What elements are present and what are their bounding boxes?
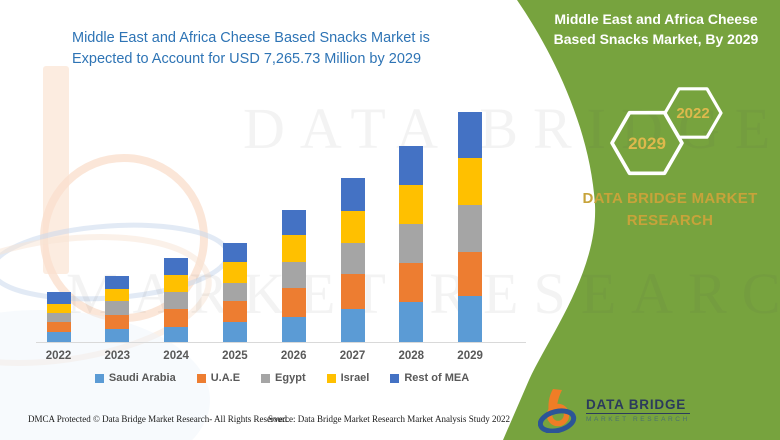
legend-swatch-icon [261, 373, 271, 383]
legend-item-rest-of-mea: Rest of MEA [390, 372, 469, 384]
hexagon-year-badges: 2022 2029 [610, 87, 723, 176]
bar-segment-saudi-arabia-2026 [281, 316, 306, 342]
bar-segment-israel-2029 [458, 158, 483, 206]
bar-segment-egypt-2027 [340, 242, 365, 275]
bar-segment-israel-2028 [399, 185, 424, 224]
bar-segment-rest-of-mea-2027 [340, 177, 365, 211]
company-logo-subtitle: MARKET RESEARCH [586, 416, 690, 423]
panel-title: Middle East and Africa Cheese Based Snac… [536, 9, 776, 49]
x-axis-label-2025: 2025 [222, 350, 248, 362]
bar-segment-egypt-2025 [222, 282, 247, 302]
footer-source: Source: Data Bridge Market Research Mark… [268, 414, 510, 424]
bar-segment-israel-2022 [46, 303, 71, 313]
bar-segment-rest-of-mea-2028 [399, 145, 424, 186]
bar-segment-rest-of-mea-2023 [105, 276, 130, 289]
bar-segment-rest-of-mea-2022 [46, 292, 71, 304]
bar-segment-rest-of-mea-2026 [281, 210, 306, 236]
bar-segment-egypt-2024 [164, 291, 189, 310]
bar-segment-u-a-e-2028 [399, 262, 424, 302]
logo-swoosh [538, 408, 577, 433]
bar-segment-saudi-arabia-2023 [105, 329, 130, 342]
panel-title-line2: Based Snacks Market, By 2029 [553, 31, 759, 47]
legend-swatch-icon [196, 373, 206, 383]
brand-wordmark-line1: DATA BRIDGE MARKET [582, 190, 758, 207]
footer-dmca: DMCA Protected © Data Bridge Market Rese… [28, 414, 290, 424]
legend-swatch-icon [326, 373, 336, 383]
chart-headline-line1: Middle East and Africa Cheese Based Snac… [72, 30, 430, 46]
x-axis-label-2026: 2026 [280, 350, 307, 362]
legend-item-egypt: Egypt [261, 372, 306, 384]
bar-segment-israel-2023 [105, 288, 130, 302]
chart-headline-line2: Expected to Account for USD 7,265.73 Mil… [72, 51, 422, 67]
bar-segment-saudi-arabia-2022 [46, 331, 71, 342]
panel-title-line1: Middle East and Africa Cheese [554, 11, 758, 27]
company-logo-title: DATA BRIDGE [586, 397, 690, 414]
legend-swatch-icon [94, 373, 104, 383]
bar-segment-u-a-e-2023 [105, 315, 130, 330]
bar-segment-saudi-arabia-2029 [458, 296, 483, 342]
legend-label: Saudi Arabia [108, 372, 176, 384]
bar-segment-u-a-e-2024 [164, 309, 189, 327]
bar-segment-egypt-2026 [281, 262, 306, 289]
x-axis-label-2027: 2027 [339, 350, 366, 362]
legend-item-u-a-e: U.A.E [196, 372, 241, 384]
legend-swatch-icon [390, 373, 400, 383]
bar-segment-saudi-arabia-2024 [164, 326, 189, 342]
x-axis-label-2022: 2022 [45, 350, 72, 362]
x-axis-label-2029: 2029 [457, 350, 483, 362]
bar-segment-u-a-e-2025 [222, 301, 247, 323]
company-logo-text: DATA BRIDGE MARKET RESEARCH [586, 397, 690, 423]
bar-segment-saudi-arabia-2025 [222, 322, 247, 342]
bar-segment-egypt-2028 [399, 223, 424, 263]
bar-segment-rest-of-mea-2029 [458, 112, 483, 159]
legend-item-israel: Israel [326, 372, 370, 384]
x-axis-label-2023: 2023 [104, 350, 131, 362]
x-axis-label-2028: 2028 [398, 350, 425, 362]
bar-segment-saudi-arabia-2027 [340, 308, 365, 342]
bar-segment-egypt-2029 [458, 205, 483, 253]
chart-legend: Saudi Arabia U.A.E Egypt Israel Rest of MEA [36, 372, 528, 384]
bar-segment-israel-2025 [222, 261, 247, 283]
company-logo-icon [538, 389, 577, 433]
bar-segment-u-a-e-2022 [46, 322, 71, 332]
legend-label: U.A.E [210, 372, 241, 384]
bar-segment-israel-2024 [164, 275, 189, 292]
company-logo: DATA BRIDGE MARKET RESEARCH [538, 387, 690, 433]
bar-segment-egypt-2023 [105, 301, 130, 316]
bar-segment-egypt-2022 [46, 312, 71, 323]
hexagon-2029-label: 2029 [628, 134, 666, 153]
legend-label: Rest of MEA [404, 372, 470, 384]
x-axis-line [36, 342, 526, 343]
legend-label: Israel [340, 372, 370, 384]
bar-segment-saudi-arabia-2028 [399, 301, 424, 342]
watermark-swoosh-peach [0, 234, 212, 366]
bar-segment-u-a-e-2029 [458, 252, 483, 297]
stacked-bar-chart: Saudi Arabia U.A.E Egypt Israel Rest of MEA … [36, 100, 528, 400]
brand-wordmark-line2: RESEARCH [626, 212, 714, 229]
bar-segment-rest-of-mea-2024 [164, 258, 189, 276]
bar-segment-rest-of-mea-2025 [222, 242, 247, 262]
brand-wordmark: DATA BRIDGE MARKET RESEARCH [558, 188, 780, 232]
bar-segment-u-a-e-2026 [281, 288, 306, 317]
chart-headline: Middle East and Africa Cheese Based Snac… [72, 28, 492, 70]
hexagon-2029 [610, 110, 684, 176]
legend-label: Egypt [275, 372, 306, 384]
bar-segment-israel-2027 [340, 210, 365, 243]
legend-item-saudi-arabia: Saudi Arabia [94, 372, 176, 384]
x-axis-label-2024: 2024 [163, 350, 189, 362]
hexagon-2022-label: 2022 [676, 105, 709, 122]
bar-segment-israel-2026 [281, 235, 306, 263]
green-panel-path [503, 0, 780, 440]
bar-segment-u-a-e-2027 [340, 274, 365, 309]
